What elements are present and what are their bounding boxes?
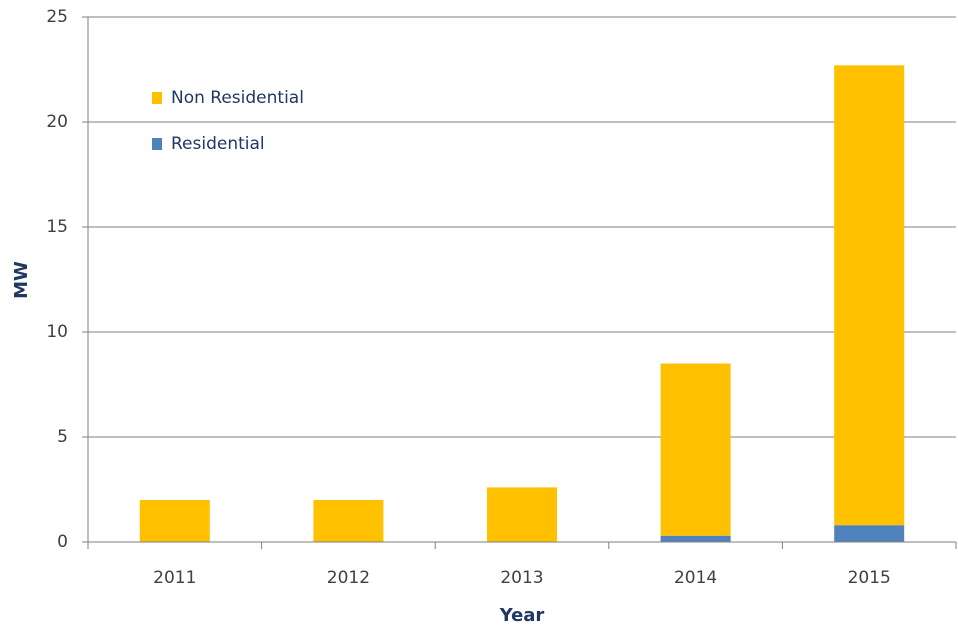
x-tick-label: 2011 <box>153 568 196 588</box>
bar-segment <box>834 65 905 526</box>
bar-segment <box>487 487 557 542</box>
x-tick-label: 2014 <box>674 568 717 588</box>
legend-label: Non Residential <box>171 88 304 108</box>
legend-label: Residential <box>171 134 265 154</box>
y-tick-label: 10 <box>46 322 68 342</box>
x-axis-label: Year <box>499 605 545 626</box>
y-tick-label: 15 <box>46 217 68 237</box>
y-tick-label: 20 <box>46 112 68 132</box>
legend-swatch <box>152 92 162 104</box>
bar-segment <box>660 363 731 536</box>
y-tick-label: 0 <box>57 532 68 552</box>
bar-segment <box>139 500 210 542</box>
legend-swatch <box>152 138 162 150</box>
x-tick-label: 2013 <box>500 568 543 588</box>
y-tick-label: 25 <box>46 7 68 27</box>
y-axis-label: MW <box>11 261 32 299</box>
bar-segment <box>660 535 731 542</box>
y-tick-label: 5 <box>57 427 68 447</box>
bar-segment <box>834 525 905 542</box>
x-tick-label: 2015 <box>848 568 891 588</box>
x-tick-label: 2012 <box>327 568 370 588</box>
bar-segment <box>313 500 384 542</box>
